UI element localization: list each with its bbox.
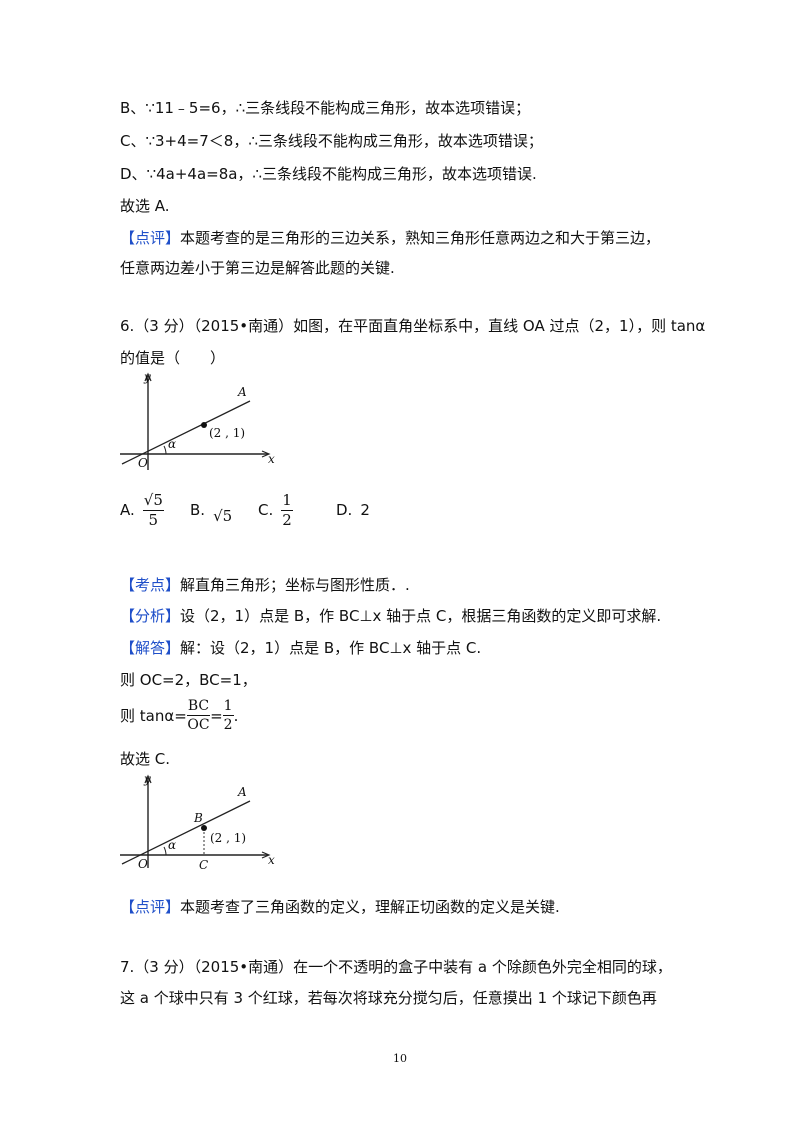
option-d-value: 2 — [360, 501, 370, 519]
kaodian-line: 【考点】解直角三角形；坐标与图形性质．. — [120, 575, 410, 595]
option-a: A. √5 5 — [120, 490, 164, 530]
jieda-tag: 【解答】 — [120, 639, 181, 657]
label-x: x — [268, 853, 275, 867]
kaodian-tag: 【考点】 — [120, 576, 181, 594]
option-d: D. 2 — [336, 490, 370, 530]
jieda-line: 【解答】解：设（2，1）点是 B，作 BC⊥x 轴于点 C. — [120, 638, 481, 658]
option-a-label: A. — [120, 501, 135, 519]
point-b — [201, 825, 207, 831]
label-point: (2 , 1) — [209, 426, 245, 440]
answer-line-d: D、∵4a+4a=8a，∴三条线段不能构成三角形，故本选项错误. — [120, 165, 537, 183]
q6-solution-figure: y x O A B C α (2 , 1) — [120, 772, 275, 872]
angle-arc — [163, 846, 167, 856]
fenxi-tag: 【分析】 — [120, 607, 181, 625]
page-number: 10 — [393, 1052, 407, 1065]
option-a-fraction: √5 5 — [142, 490, 164, 529]
label-o: O — [138, 456, 148, 470]
option-c-denominator: 2 — [282, 510, 292, 529]
comment-tag: 【点评】 — [120, 229, 181, 247]
fraction-numerator-1: 1 — [222, 698, 234, 716]
label-c: C — [199, 858, 208, 872]
q6-comment-tag: 【点评】 — [120, 898, 181, 916]
option-a-denominator: 5 — [148, 510, 159, 529]
option-b-label: B. — [190, 501, 206, 519]
tan-prefix: 则 tanα= — [120, 707, 187, 725]
option-c-numerator: 1 — [281, 490, 293, 511]
line-oa — [121, 800, 251, 865]
label-o: O — [138, 857, 148, 871]
label-x: x — [268, 452, 275, 466]
choose-answer-q6: 故选 C. — [120, 750, 171, 768]
tan-fraction-value: 1 2 — [222, 698, 234, 733]
tan-fraction-bc-oc: BC OC — [186, 698, 211, 733]
fenxi-text: 设（2，1）点是 B，作 BC⊥x 轴于点 C，根据三角函数的定义即可求解. — [180, 607, 662, 625]
q7-stem-line-1: 7.（3 分）（2015•南通）在一个不透明的盒子中装有 a 个除颜色外完全相同… — [120, 958, 672, 976]
y-axis-arrow-icon — [144, 774, 152, 784]
q6-stem-line-1: 6.（3 分）（2015•南通）如图，在平面直角坐标系中，直线 OA 过点（2，… — [120, 317, 706, 335]
label-a: A — [237, 385, 247, 399]
solution-step-2: 则 tanα= BC OC = 1 2 . — [120, 699, 238, 732]
answer-line-c: C、∵3+4=7＜8，∴三条线段不能构成三角形，故本选项错误； — [120, 132, 543, 150]
x-axis-arrow-icon — [261, 450, 271, 458]
option-c: C. 1 2 — [258, 490, 293, 530]
comment-line-2: 任意两边差小于第三边是解答此题的关键. — [120, 259, 395, 277]
solution-step-1: 则 OC=2，BC=1， — [120, 671, 257, 689]
fraction-denominator-2: 2 — [223, 717, 233, 733]
angle-arc — [163, 445, 167, 455]
fraction-numerator-bc: BC — [186, 698, 211, 716]
q6-comment-line: 【点评】本题考查了三角函数的定义，理解正切函数的定义是关键. — [120, 897, 560, 917]
label-b: B — [193, 811, 203, 825]
label-alpha: α — [168, 838, 176, 852]
option-b-value: √5 — [213, 507, 233, 525]
label-alpha: α — [168, 437, 176, 451]
answer-line-b: B、∵11﹣5=6，∴三条线段不能构成三角形，故本选项错误； — [120, 99, 531, 117]
label-point: (2 , 1) — [210, 831, 246, 845]
q6-stem-line-2: 的值是（ ） — [120, 349, 226, 367]
y-axis-arrow-icon — [144, 372, 152, 382]
point-2-1 — [201, 422, 207, 428]
label-y: y — [143, 772, 151, 786]
period: . — [233, 706, 239, 725]
jieda-text: 解：设（2，1）点是 B，作 BC⊥x 轴于点 C. — [180, 639, 482, 657]
fraction-denominator-oc: OC — [187, 717, 210, 733]
kaodian-text: 解直角三角形；坐标与图形性质．. — [180, 576, 410, 594]
equals-sign: = — [210, 706, 223, 725]
option-c-fraction: 1 2 — [281, 490, 293, 529]
label-y: y — [143, 370, 151, 384]
fenxi-line: 【分析】设（2，1）点是 B，作 BC⊥x 轴于点 C，根据三角函数的定义即可求… — [120, 606, 661, 626]
choose-answer-prev: 故选 A. — [120, 197, 170, 215]
label-a: A — [237, 785, 247, 799]
option-b: B. √5 — [190, 490, 232, 530]
option-c-label: C. — [258, 501, 274, 519]
q6-comment-text: 本题考查了三角函数的定义，理解正切函数的定义是关键. — [180, 898, 560, 916]
comment-text-1: 本题考查的是三角形的三边关系，熟知三角形任意两边之和大于第三边， — [180, 229, 661, 247]
option-a-numerator: √5 — [142, 490, 164, 511]
x-axis-arrow-icon — [261, 851, 271, 859]
q7-stem-line-2: 这 a 个球中只有 3 个红球，若每次将球充分搅匀后，任意摸出 1 个球记下颜色… — [120, 989, 657, 1007]
q6-figure: y x O A α (2 , 1) — [120, 370, 275, 470]
line-oa — [121, 400, 251, 465]
comment-line-1: 【点评】本题考查的是三角形的三边关系，熟知三角形任意两边之和大于第三边， — [120, 228, 660, 248]
option-d-label: D. — [336, 501, 353, 519]
